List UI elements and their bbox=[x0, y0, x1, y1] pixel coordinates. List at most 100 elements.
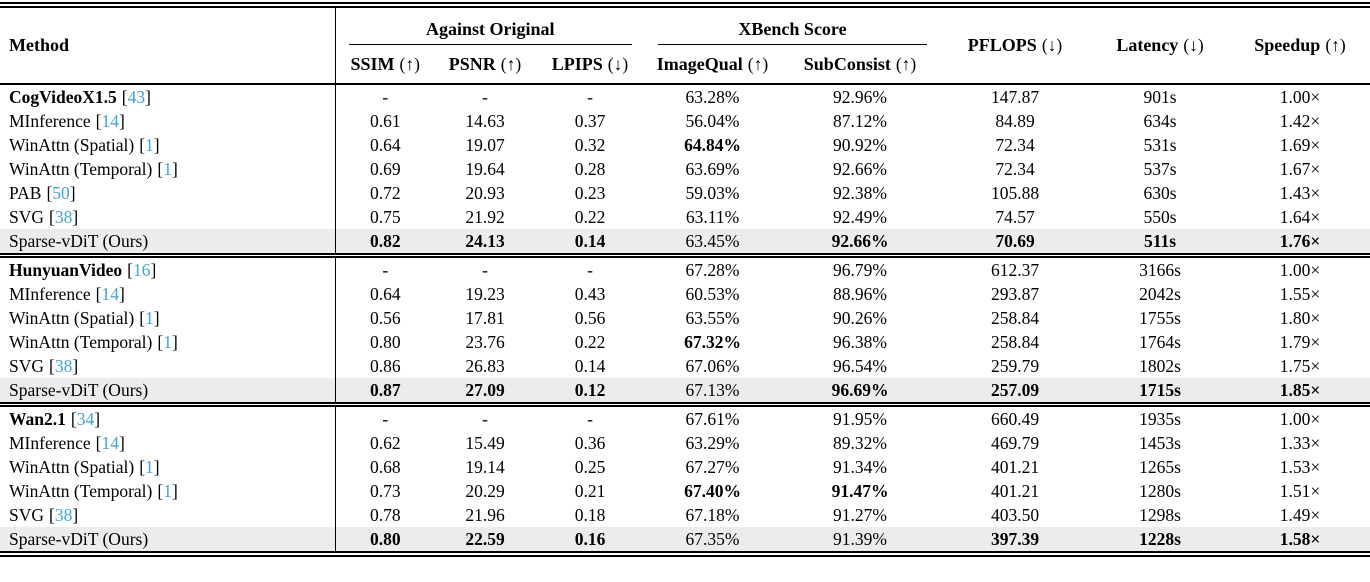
value-cell-lpips: 0.21 bbox=[574, 481, 606, 501]
method-label: PAB bbox=[9, 183, 42, 203]
value-cell-pflops: 397.39 bbox=[940, 527, 1091, 554]
citation-link[interactable]: 14 bbox=[101, 111, 119, 131]
citation-bracket: [ bbox=[139, 308, 146, 328]
citation-link[interactable]: 1 bbox=[163, 332, 172, 352]
group-header-xbench-score: XBench Score bbox=[645, 5, 940, 45]
value-cell-subconsist: 90.92% bbox=[833, 135, 887, 155]
value-cell-latency: 2042s bbox=[1139, 284, 1181, 304]
citation-bracket: [ bbox=[95, 284, 102, 304]
method-cell: HunyuanVideo [16] bbox=[0, 255, 336, 282]
value-cell-lpips: 0.14 bbox=[574, 356, 606, 376]
value-cell-speedup: 1.43× bbox=[1279, 183, 1321, 203]
benchmark-results-table: Method Against Original XBench Score PFL… bbox=[0, 2, 1370, 557]
method-cell: PAB [50] bbox=[0, 181, 336, 205]
table-row-ours-highlighted: Sparse-vDiT (Ours) 0.80 22.59 0.16 67.35% 91.… bbox=[0, 527, 1370, 554]
value-cell-imagequal: 63.28% bbox=[685, 87, 740, 107]
down-arrow-indicator: (↓) bbox=[607, 53, 629, 74]
method-label: WinAttn (Temporal) bbox=[9, 159, 153, 179]
citation-bracket: [ bbox=[157, 481, 164, 501]
citation-bracket: [ bbox=[127, 260, 133, 280]
value-cell-ssim: 0.73 bbox=[369, 481, 401, 501]
value-cell-lpips: - bbox=[587, 409, 593, 429]
citation-bracket: ] bbox=[150, 260, 157, 280]
citation-link[interactable]: 1 bbox=[145, 457, 154, 477]
table-row-ours-highlighted: Sparse-vDiT (Ours) 0.82 24.13 0.14 63.45% 92.… bbox=[0, 229, 1370, 256]
value-cell-pflops: 401.21 bbox=[990, 457, 1040, 477]
citation-link[interactable]: 1 bbox=[163, 481, 172, 501]
citation-link[interactable]: 38 bbox=[54, 207, 73, 227]
method-label: WinAttn (Temporal) bbox=[9, 332, 153, 352]
value-cell-speedup: 1.64× bbox=[1279, 207, 1321, 227]
value-cell-speedup: 1.00× bbox=[1279, 87, 1321, 107]
citation-bracket: [ bbox=[121, 87, 128, 107]
citation-link[interactable]: 43 bbox=[127, 87, 146, 107]
citation-bracket: [ bbox=[95, 433, 102, 453]
citation-link[interactable]: 34 bbox=[76, 409, 95, 429]
citation-link[interactable]: 38 bbox=[54, 505, 73, 525]
value-cell-ssim: 0.56 bbox=[369, 308, 401, 328]
citation-link[interactable]: 50 bbox=[52, 183, 70, 203]
table-row: MInference [14] 0.62 15.49 0.36 63.29% 89.32% 4… bbox=[0, 431, 1370, 455]
group-header-against-original: Against Original bbox=[335, 5, 645, 45]
value-cell-pflops: 74.57 bbox=[995, 207, 1035, 227]
table-row: MInference [14] 0.61 14.63 0.37 56.04% 87.12% 8… bbox=[0, 109, 1370, 133]
column-header-imagequal: ImageQual (↑) bbox=[645, 45, 780, 84]
value-cell-latency: 537s bbox=[1143, 159, 1177, 179]
value-cell-lpips: 0.14 bbox=[535, 229, 645, 256]
value-cell-ssim: 0.62 bbox=[369, 433, 401, 453]
group-header-label: XBench Score bbox=[738, 19, 847, 39]
value-cell-pflops: 72.34 bbox=[995, 135, 1035, 155]
column-name: Speedup bbox=[1254, 35, 1321, 55]
value-cell-ssim: 0.64 bbox=[369, 135, 401, 155]
value-cell-subconsist: 88.96% bbox=[833, 284, 887, 304]
method-label: MInference bbox=[9, 433, 91, 453]
group-header-label: Against Original bbox=[425, 19, 555, 39]
citation-link[interactable]: 14 bbox=[101, 433, 119, 453]
citation-link[interactable]: 1 bbox=[145, 308, 154, 328]
value-cell-pflops: 403.50 bbox=[990, 505, 1040, 525]
value-cell-subconsist: 89.32% bbox=[833, 433, 887, 453]
value-cell-lpips: 0.28 bbox=[574, 159, 606, 179]
value-cell-ssim: 0.68 bbox=[369, 457, 401, 477]
method-label: MInference bbox=[9, 284, 91, 304]
citation-link[interactable]: 16 bbox=[132, 260, 151, 280]
citation-bracket: ] bbox=[118, 284, 125, 304]
value-cell-latency: 1715s bbox=[1090, 378, 1231, 405]
citation-bracket: ] bbox=[72, 505, 79, 525]
value-cell-subconsist: 91.39% bbox=[780, 527, 941, 554]
citation-link[interactable]: 14 bbox=[101, 284, 119, 304]
value-cell-latency: 511s bbox=[1090, 229, 1231, 256]
table-row: WinAttn (Spatial) [1] 0.68 19.14 0.25 67.27% 9… bbox=[0, 455, 1370, 479]
value-cell-psnr: 19.23 bbox=[465, 284, 505, 304]
value-cell-lpips: 0.36 bbox=[574, 433, 606, 453]
table-row: HunyuanVideo [16] - - - 67.28% 96.79% 612.37 316… bbox=[0, 255, 1370, 282]
method-cell: SVG [38] bbox=[0, 503, 336, 527]
value-cell-lpips: 0.23 bbox=[574, 183, 606, 203]
method-label: Wan2.1 bbox=[9, 409, 66, 429]
value-cell-lpips: 0.18 bbox=[574, 505, 606, 525]
citation-link[interactable]: 1 bbox=[163, 159, 172, 179]
citation-link[interactable]: 38 bbox=[54, 356, 73, 376]
up-arrow-indicator: (↑) bbox=[895, 53, 917, 74]
value-cell-pflops: 147.87 bbox=[990, 87, 1040, 107]
citation-link[interactable]: 1 bbox=[145, 135, 154, 155]
value-cell-imagequal: 63.11% bbox=[685, 207, 740, 227]
method-cell: SVG [38] bbox=[0, 205, 336, 229]
column-name: SSIM bbox=[350, 53, 395, 74]
citation-bracket: [ bbox=[95, 111, 102, 131]
table-row: SVG [38] 0.86 26.83 0.14 67.06% 96.54% 259.79 18… bbox=[0, 354, 1370, 378]
table-row: WinAttn (Temporal) [1] 0.73 20.29 0.21 67.40%… bbox=[0, 479, 1370, 503]
method-label: SVG bbox=[9, 356, 45, 376]
value-cell-ssim: 0.75 bbox=[369, 207, 401, 227]
value-cell-imagequal: 67.18% bbox=[685, 505, 740, 525]
method-cell: Sparse-vDiT (Ours) bbox=[0, 527, 336, 554]
value-cell-psnr: 26.83 bbox=[465, 356, 505, 376]
value-cell-ssim: 0.87 bbox=[335, 378, 435, 405]
header-row-groups: Method Against Original XBench Score PFL… bbox=[0, 5, 1370, 84]
column-header-subconsist: SubConsist (↑) bbox=[780, 45, 940, 84]
method-cell: WinAttn (Spatial) [1] bbox=[0, 306, 336, 330]
value-cell-subconsist: 92.96% bbox=[833, 87, 887, 107]
value-cell-speedup: 1.51× bbox=[1279, 481, 1321, 501]
value-cell-psnr: 21.96 bbox=[465, 505, 505, 525]
value-cell-speedup: 1.00× bbox=[1279, 409, 1321, 429]
